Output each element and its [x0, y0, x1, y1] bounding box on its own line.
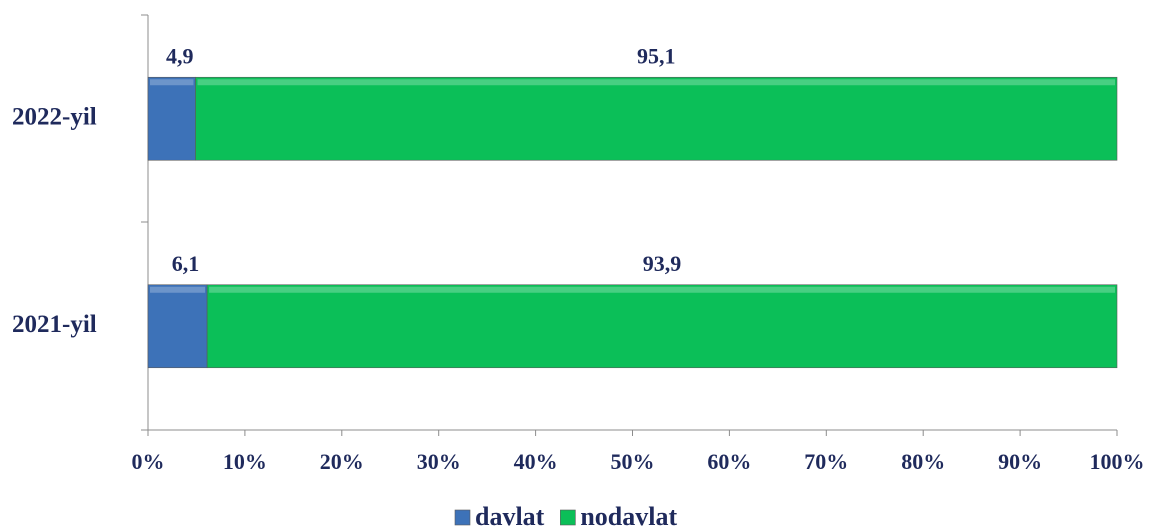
y-tick-label: 2022-yil [12, 103, 97, 130]
data-label: 93,9 [643, 251, 682, 276]
x-tick-label: 0% [132, 449, 165, 474]
x-tick-label: 30% [417, 449, 461, 474]
x-tick-label: 20% [320, 449, 364, 474]
x-tick-label: 40% [514, 449, 558, 474]
x-tick-label: 80% [901, 449, 945, 474]
x-tick-label: 50% [611, 449, 655, 474]
data-label: 6,1 [172, 251, 200, 276]
x-tick-label: 70% [804, 449, 848, 474]
legend-label: davlat [475, 502, 545, 531]
y-tick-label: 2021-yil [12, 311, 97, 338]
data-label: 4,9 [166, 43, 194, 68]
bar-highlight [150, 286, 206, 293]
legend-label: nodavlat [580, 502, 677, 531]
data-label: 95,1 [637, 43, 676, 68]
x-tick-label: 10% [223, 449, 267, 474]
legend-swatch [560, 509, 576, 526]
bar-segment [147, 76, 196, 161]
bar-highlight [209, 286, 1115, 293]
x-tick-label: 60% [707, 449, 751, 474]
bar-highlight [150, 79, 194, 86]
bar-segment [195, 76, 1118, 161]
bar-highlight [197, 79, 1115, 86]
x-tick-label: 90% [998, 449, 1042, 474]
legend-swatch [454, 509, 471, 526]
x-tick-label: 100% [1090, 449, 1145, 474]
bar-segment [206, 284, 1118, 369]
bar-segment [147, 284, 208, 369]
